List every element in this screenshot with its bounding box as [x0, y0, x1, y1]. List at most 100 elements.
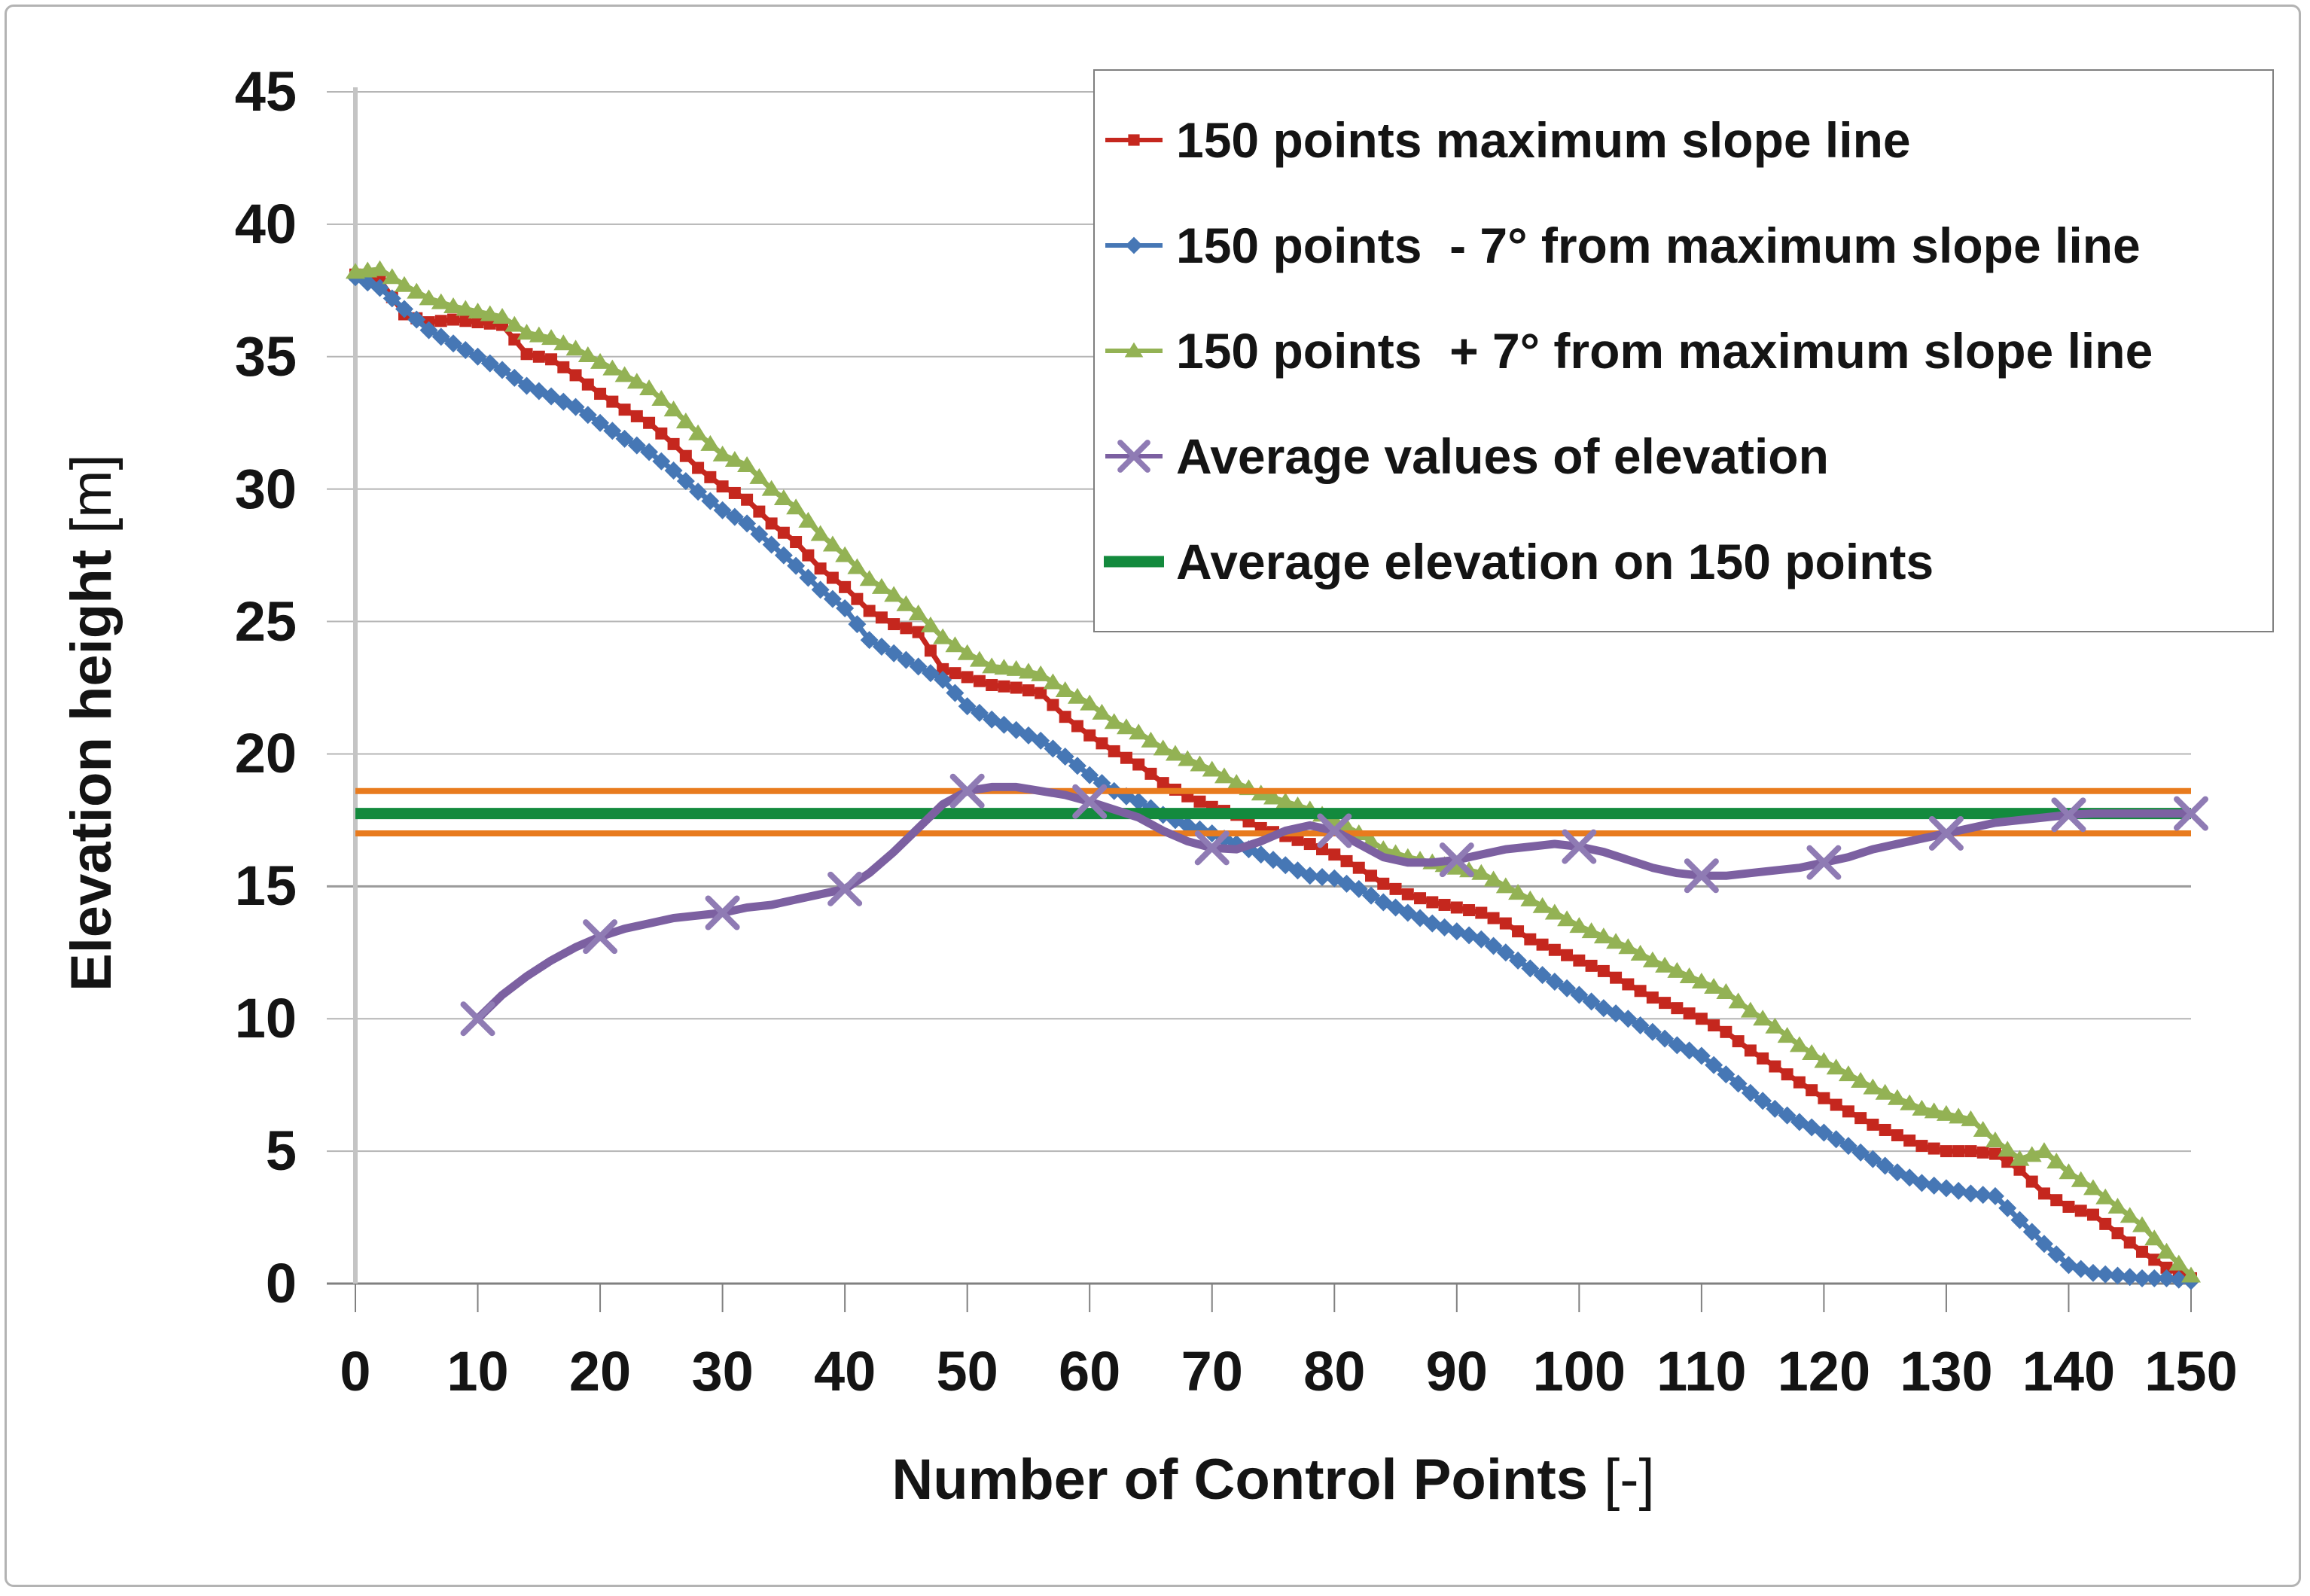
- x-marker: [1317, 813, 1352, 848]
- x-tick-label-0: 0: [340, 1340, 371, 1403]
- diamond-marker: [885, 644, 904, 662]
- series-diamond: [346, 268, 2200, 1290]
- square-marker: [1499, 917, 1512, 930]
- triangle-marker: [1124, 342, 1144, 358]
- x-tick-label-90: 90: [1425, 1340, 1488, 1403]
- triangle-marker: [639, 379, 660, 395]
- diamond-marker: [1985, 1186, 2004, 1205]
- diamond-marker: [1656, 1029, 1675, 1048]
- square-marker: [1047, 699, 1059, 711]
- square-marker: [557, 361, 570, 373]
- triangle-marker: [1863, 1078, 1883, 1095]
- square-marker: [1071, 720, 1083, 733]
- square-marker: [704, 471, 717, 483]
- square-marker: [839, 580, 852, 593]
- triangle-marker: [945, 636, 965, 653]
- diamond-marker: [689, 483, 708, 501]
- triangle-marker: [1740, 1001, 1760, 1018]
- triangle-marker: [712, 445, 733, 461]
- diamond-marker: [2108, 1266, 2127, 1285]
- triangle-marker: [1043, 673, 1063, 690]
- x-tick-label-130: 130: [1900, 1340, 1993, 1403]
- diamond-marker: [591, 413, 610, 432]
- x-tick-label-50: 50: [936, 1340, 998, 1403]
- square-marker: [875, 611, 888, 624]
- square-marker: [1585, 959, 1598, 972]
- square-marker: [594, 388, 607, 401]
- diamond-marker: [444, 334, 463, 353]
- diamond-marker: [1961, 1184, 1980, 1203]
- series-markers: [346, 268, 2200, 1290]
- triangle-marker: [982, 657, 1002, 674]
- square-marker: [2135, 1245, 2148, 1258]
- triangle-marker: [1263, 788, 1283, 805]
- square-marker: [1683, 1007, 1696, 1020]
- square-marker: [949, 667, 961, 680]
- square-marker: [581, 378, 594, 391]
- square-marker: [1193, 795, 1206, 808]
- diamond-marker: [1937, 1179, 1955, 1198]
- diamond-marker: [2145, 1269, 2164, 1287]
- triangle-marker: [663, 401, 684, 417]
- diamond-marker: [897, 650, 916, 669]
- square-marker: [1842, 1105, 1854, 1118]
- x-marker: [583, 919, 618, 955]
- square-marker: [863, 605, 876, 617]
- diamond-marker: [431, 327, 450, 346]
- square-marker: [1340, 854, 1353, 867]
- diamond-marker: [407, 310, 426, 329]
- triangle-marker: [382, 268, 402, 285]
- square-marker: [1328, 848, 1341, 861]
- triangle-marker: [431, 293, 451, 309]
- legend-swatch-x-icon: [1105, 440, 1163, 473]
- diamond-marker: [480, 354, 499, 373]
- legend-label-3: Average values of elevation: [1176, 428, 1829, 484]
- square-marker: [1964, 1145, 1977, 1158]
- triangle-marker: [908, 605, 928, 621]
- square-marker: [1597, 964, 1610, 977]
- square-marker: [1757, 1052, 1769, 1065]
- square-marker: [1744, 1044, 1757, 1057]
- diamond-marker: [2096, 1265, 2115, 1284]
- triangle-marker: [2095, 1188, 2116, 1205]
- square-marker: [2013, 1163, 2026, 1176]
- square-marker: [434, 315, 447, 327]
- square-marker: [2111, 1227, 2124, 1240]
- square-marker: [1108, 745, 1120, 757]
- triangle-marker: [2071, 1171, 2091, 1187]
- diamond-marker: [1129, 792, 1148, 811]
- square-marker: [716, 480, 729, 493]
- square-marker: [692, 461, 705, 474]
- legend-label-2: 150 points + 7° from maximum slope line: [1176, 323, 2153, 379]
- square-marker: [1940, 1145, 1952, 1158]
- square-marker: [1377, 877, 1390, 890]
- square-marker: [1781, 1068, 1793, 1081]
- triangle-marker: [2034, 1142, 2054, 1159]
- y-axis-title-text: Elevation height: [59, 549, 123, 991]
- square-marker: [777, 526, 790, 539]
- triangle-marker: [822, 535, 843, 552]
- diamond-marker: [615, 429, 634, 448]
- diamond-marker: [1631, 1016, 1650, 1035]
- diamond-marker: [1068, 757, 1086, 775]
- square-marker: [1561, 949, 1574, 961]
- diamond-marker: [1827, 1130, 1845, 1149]
- triangle-marker: [1973, 1120, 1993, 1137]
- x-marker: [2051, 797, 2086, 833]
- triangle-marker: [1985, 1132, 2005, 1148]
- triangle-marker: [1190, 755, 1210, 772]
- diamond-marker: [1839, 1137, 1857, 1156]
- diamond-marker: [1080, 766, 1099, 784]
- square-marker: [1352, 861, 1365, 874]
- triangle-marker: [1581, 922, 1601, 939]
- triangle-marker: [1569, 917, 1589, 934]
- diamond-marker: [823, 589, 842, 608]
- square-marker: [1622, 978, 1635, 991]
- y-tick-label-0: 0: [265, 1252, 297, 1314]
- x-tick-label-10: 10: [446, 1340, 509, 1403]
- diamond-marker: [505, 368, 524, 387]
- y-tick-label-5: 5: [265, 1119, 297, 1183]
- legend-label-1: 150 points - 7° from maximum slope line: [1176, 218, 2141, 273]
- triangle-marker: [1949, 1107, 1969, 1124]
- triangle-marker: [1704, 978, 1724, 994]
